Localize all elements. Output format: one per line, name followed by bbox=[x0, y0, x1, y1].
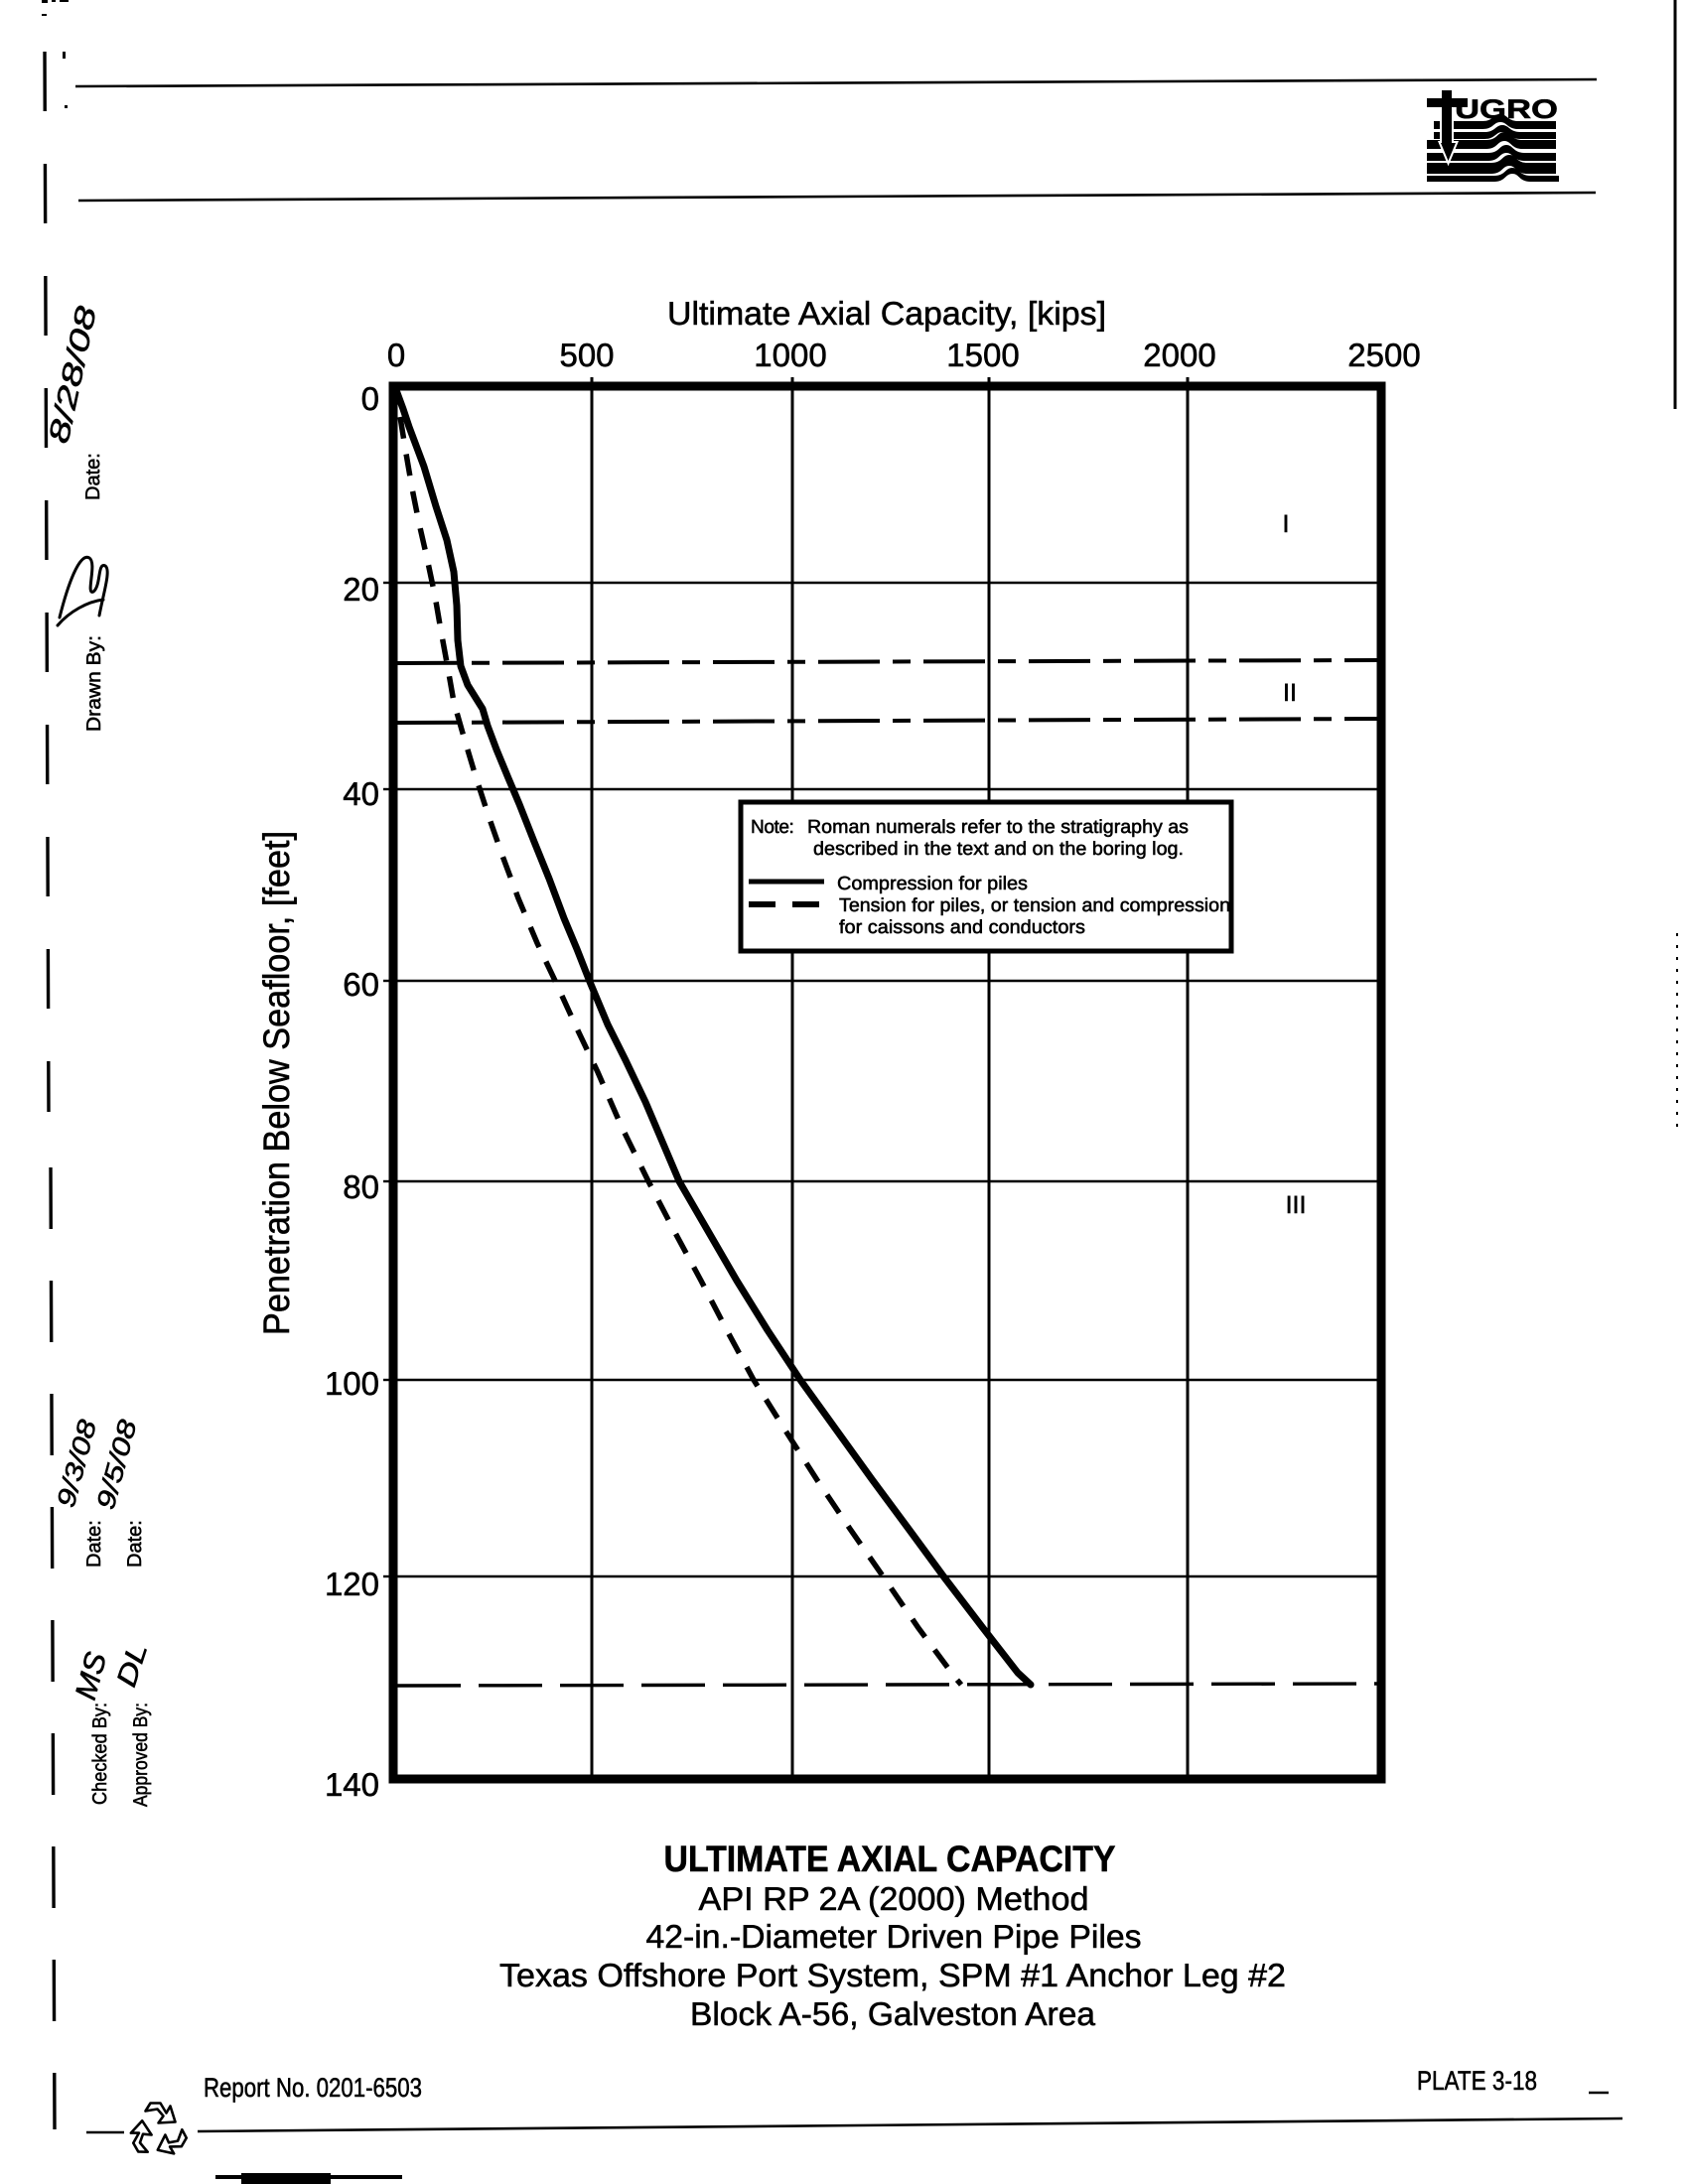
svg-text:Tension for piles, or tension: Tension for piles, or tension and compre… bbox=[839, 895, 1230, 916]
svg-text:Date:: Date: bbox=[124, 1520, 146, 1568]
svg-text:Penetration Below Seafloor, [f: Penetration Below Seafloor, [feet] bbox=[256, 831, 297, 1335]
svg-text:Checked By:: Checked By: bbox=[89, 1703, 111, 1805]
svg-text:100: 100 bbox=[325, 1365, 379, 1402]
svg-text:2500: 2500 bbox=[1347, 337, 1420, 373]
svg-text:500: 500 bbox=[559, 337, 614, 373]
svg-text:8/28/08: 8/28/08 bbox=[44, 304, 103, 447]
svg-text:for caissons and conductors: for caissons and conductors bbox=[839, 917, 1085, 938]
svg-text:40: 40 bbox=[343, 775, 379, 812]
svg-text:DL: DL bbox=[110, 1639, 153, 1690]
svg-text:PLATE 3-18: PLATE 3-18 bbox=[1417, 2066, 1537, 2096]
svg-text:42-in.-Diameter Driven Pipe Pi: 42-in.-Diameter Driven Pipe Piles bbox=[646, 1918, 1142, 1955]
svg-text:60: 60 bbox=[343, 966, 379, 1003]
svg-text:140: 140 bbox=[325, 1766, 379, 1803]
svg-text:described in the text and on t: described in the text and on the boring … bbox=[813, 839, 1184, 860]
svg-text:0: 0 bbox=[387, 337, 405, 373]
svg-text:II: II bbox=[1283, 679, 1297, 707]
svg-text:Date:: Date: bbox=[82, 453, 104, 500]
svg-text:Drawn By:: Drawn By: bbox=[83, 635, 105, 732]
svg-text:20: 20 bbox=[343, 571, 379, 608]
svg-text:MS: MS bbox=[70, 1649, 113, 1704]
svg-text:1000: 1000 bbox=[754, 337, 826, 373]
svg-text:API RP 2A (2000) Method: API RP 2A (2000) Method bbox=[699, 1880, 1089, 1917]
svg-text:120: 120 bbox=[325, 1566, 379, 1602]
svg-text:80: 80 bbox=[343, 1168, 379, 1205]
svg-text:UGRO: UGRO bbox=[1455, 94, 1558, 124]
svg-text:0: 0 bbox=[361, 380, 379, 417]
svg-text:I: I bbox=[1283, 510, 1290, 538]
svg-text:ULTIMATE AXIAL CAPACITY: ULTIMATE AXIAL CAPACITY bbox=[664, 1839, 1116, 1879]
svg-text:Report No. 0201-6503: Report No. 0201-6503 bbox=[204, 2073, 422, 2103]
svg-text:Compression for piles: Compression for piles bbox=[837, 874, 1028, 894]
svg-text:Block A-56, Galveston Area: Block A-56, Galveston Area bbox=[690, 1995, 1096, 2032]
svg-text:Note:: Note: bbox=[751, 817, 793, 838]
svg-text:Roman numerals refer to the st: Roman numerals refer to the stratigraphy… bbox=[807, 817, 1189, 838]
svg-text:Approved By:: Approved By: bbox=[130, 1703, 152, 1807]
svg-text:III: III bbox=[1286, 1191, 1307, 1219]
svg-text:Ultimate Axial Capacity, [kips: Ultimate Axial Capacity, [kips] bbox=[667, 295, 1106, 332]
svg-text:1500: 1500 bbox=[946, 337, 1019, 373]
svg-text:Date:: Date: bbox=[83, 1520, 105, 1568]
svg-text:2000: 2000 bbox=[1143, 337, 1215, 373]
svg-text:Texas Offshore Port System, SP: Texas Offshore Port System, SPM #1 Ancho… bbox=[499, 1957, 1286, 1993]
